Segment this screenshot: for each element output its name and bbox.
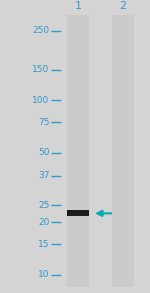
Text: 15: 15 (38, 240, 50, 248)
Text: 75: 75 (38, 118, 50, 127)
Text: 2: 2 (119, 1, 127, 11)
Bar (112, 15, 134, 287)
Text: 250: 250 (32, 26, 50, 35)
Bar (67, 15, 89, 287)
Text: 20: 20 (38, 218, 50, 227)
Text: 1: 1 (75, 1, 81, 11)
Text: 10: 10 (38, 270, 50, 279)
Text: 25: 25 (38, 201, 50, 210)
Text: 50: 50 (38, 148, 50, 157)
Bar (67, 210, 89, 217)
Text: 150: 150 (32, 65, 50, 74)
Text: 37: 37 (38, 171, 50, 180)
Text: 100: 100 (32, 96, 50, 105)
